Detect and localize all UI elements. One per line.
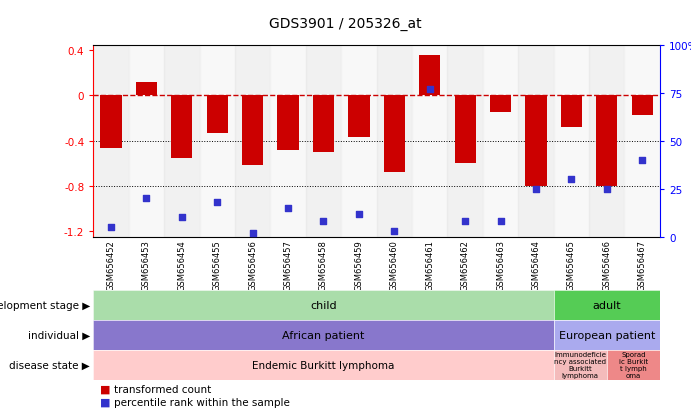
Bar bbox=[200, 45, 235, 237]
Point bbox=[141, 195, 152, 202]
Bar bbox=[384, 96, 405, 173]
Bar bbox=[412, 45, 448, 237]
Text: development stage ▶: development stage ▶ bbox=[0, 301, 90, 311]
Text: transformed count: transformed count bbox=[114, 384, 211, 394]
Bar bbox=[589, 45, 625, 237]
Bar bbox=[171, 96, 192, 158]
Point bbox=[176, 215, 187, 221]
Bar bbox=[377, 45, 412, 237]
Text: African patient: African patient bbox=[283, 330, 365, 340]
Bar bbox=[518, 45, 553, 237]
Bar bbox=[490, 96, 511, 113]
Point bbox=[247, 230, 258, 237]
Bar bbox=[553, 45, 589, 237]
Point bbox=[495, 218, 506, 225]
Text: disease state ▶: disease state ▶ bbox=[9, 360, 90, 370]
Text: European patient: European patient bbox=[558, 330, 655, 340]
Bar bbox=[93, 45, 129, 237]
Text: ■: ■ bbox=[100, 384, 111, 394]
Point bbox=[283, 205, 294, 211]
Bar bbox=[305, 45, 341, 237]
Bar bbox=[525, 96, 547, 186]
Bar bbox=[448, 45, 483, 237]
Text: ■: ■ bbox=[100, 396, 111, 407]
Bar bbox=[560, 96, 582, 128]
Bar bbox=[455, 96, 475, 164]
Bar bbox=[625, 45, 660, 237]
Text: percentile rank within the sample: percentile rank within the sample bbox=[114, 396, 290, 407]
Text: individual ▶: individual ▶ bbox=[28, 330, 90, 340]
Point bbox=[566, 176, 577, 183]
Bar bbox=[270, 45, 305, 237]
Point bbox=[601, 186, 612, 192]
Bar bbox=[100, 96, 122, 149]
Point bbox=[318, 218, 329, 225]
Bar bbox=[207, 96, 228, 133]
Bar bbox=[419, 56, 440, 96]
Bar bbox=[129, 45, 164, 237]
Bar bbox=[313, 96, 334, 152]
Bar bbox=[341, 45, 377, 237]
Text: Endemic Burkitt lymphoma: Endemic Burkitt lymphoma bbox=[252, 360, 395, 370]
Bar bbox=[278, 96, 299, 150]
Point bbox=[211, 199, 223, 206]
Text: Sporad
ic Burkit
t lymph
oma: Sporad ic Burkit t lymph oma bbox=[618, 351, 648, 379]
Point bbox=[424, 86, 435, 93]
Bar bbox=[235, 45, 270, 237]
Point bbox=[636, 157, 647, 164]
Bar bbox=[596, 96, 618, 186]
Bar bbox=[348, 96, 370, 138]
Point bbox=[460, 218, 471, 225]
Text: adult: adult bbox=[592, 301, 621, 311]
Text: child: child bbox=[310, 301, 337, 311]
Text: GDS3901 / 205326_at: GDS3901 / 205326_at bbox=[269, 17, 422, 31]
Point bbox=[106, 224, 117, 231]
Text: Immunodeficie
ncy associated
Burkitt
lymphoma: Immunodeficie ncy associated Burkitt lym… bbox=[554, 351, 606, 379]
Point bbox=[353, 211, 364, 217]
Bar bbox=[242, 96, 263, 166]
Bar bbox=[632, 96, 653, 115]
Bar bbox=[135, 83, 157, 96]
Point bbox=[531, 186, 542, 192]
Bar bbox=[483, 45, 518, 237]
Point bbox=[389, 228, 400, 235]
Bar bbox=[164, 45, 200, 237]
